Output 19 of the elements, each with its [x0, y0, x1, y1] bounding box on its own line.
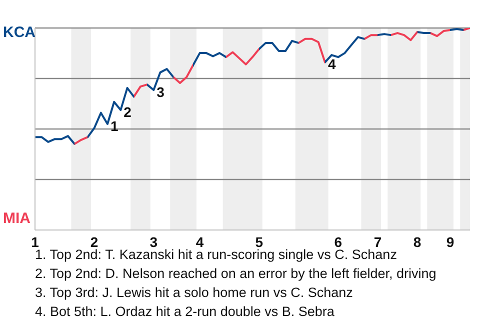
x-tick-label: 9: [446, 234, 454, 250]
text: 2. Top 2nd: D. Nelson reached on an error by the left fielder, driving: [35, 265, 436, 283]
annotation: KCA: [3, 24, 36, 42]
x-tick-label: 4: [196, 234, 204, 250]
x-tick-label: 6: [334, 234, 342, 250]
x-tick-label: 5: [255, 234, 264, 250]
x-tick-label: 8: [413, 234, 422, 250]
text: 3. Top 3rd: J. Lewis hit a solo home run vs C. Schanz: [35, 284, 354, 302]
x-tick-label: 2: [90, 234, 98, 250]
x-tick-label: 1: [31, 234, 40, 250]
x-tick-label: 3: [150, 234, 158, 250]
annotation: 4: [328, 56, 336, 72]
annotation: 2: [124, 104, 132, 120]
text: 4. Bot 5th: L. Ordaz hit a 2-run double vs B. Sebra: [35, 303, 336, 320]
text: 1. Top 2nd: T. Kazanski hit a run-scoring single vs C. Schanz: [35, 247, 397, 262]
x-tick-label: 7: [374, 234, 382, 250]
text: MIA: [3, 210, 30, 228]
annotation: 3: [156, 84, 164, 100]
annotation: 1: [110, 118, 118, 134]
